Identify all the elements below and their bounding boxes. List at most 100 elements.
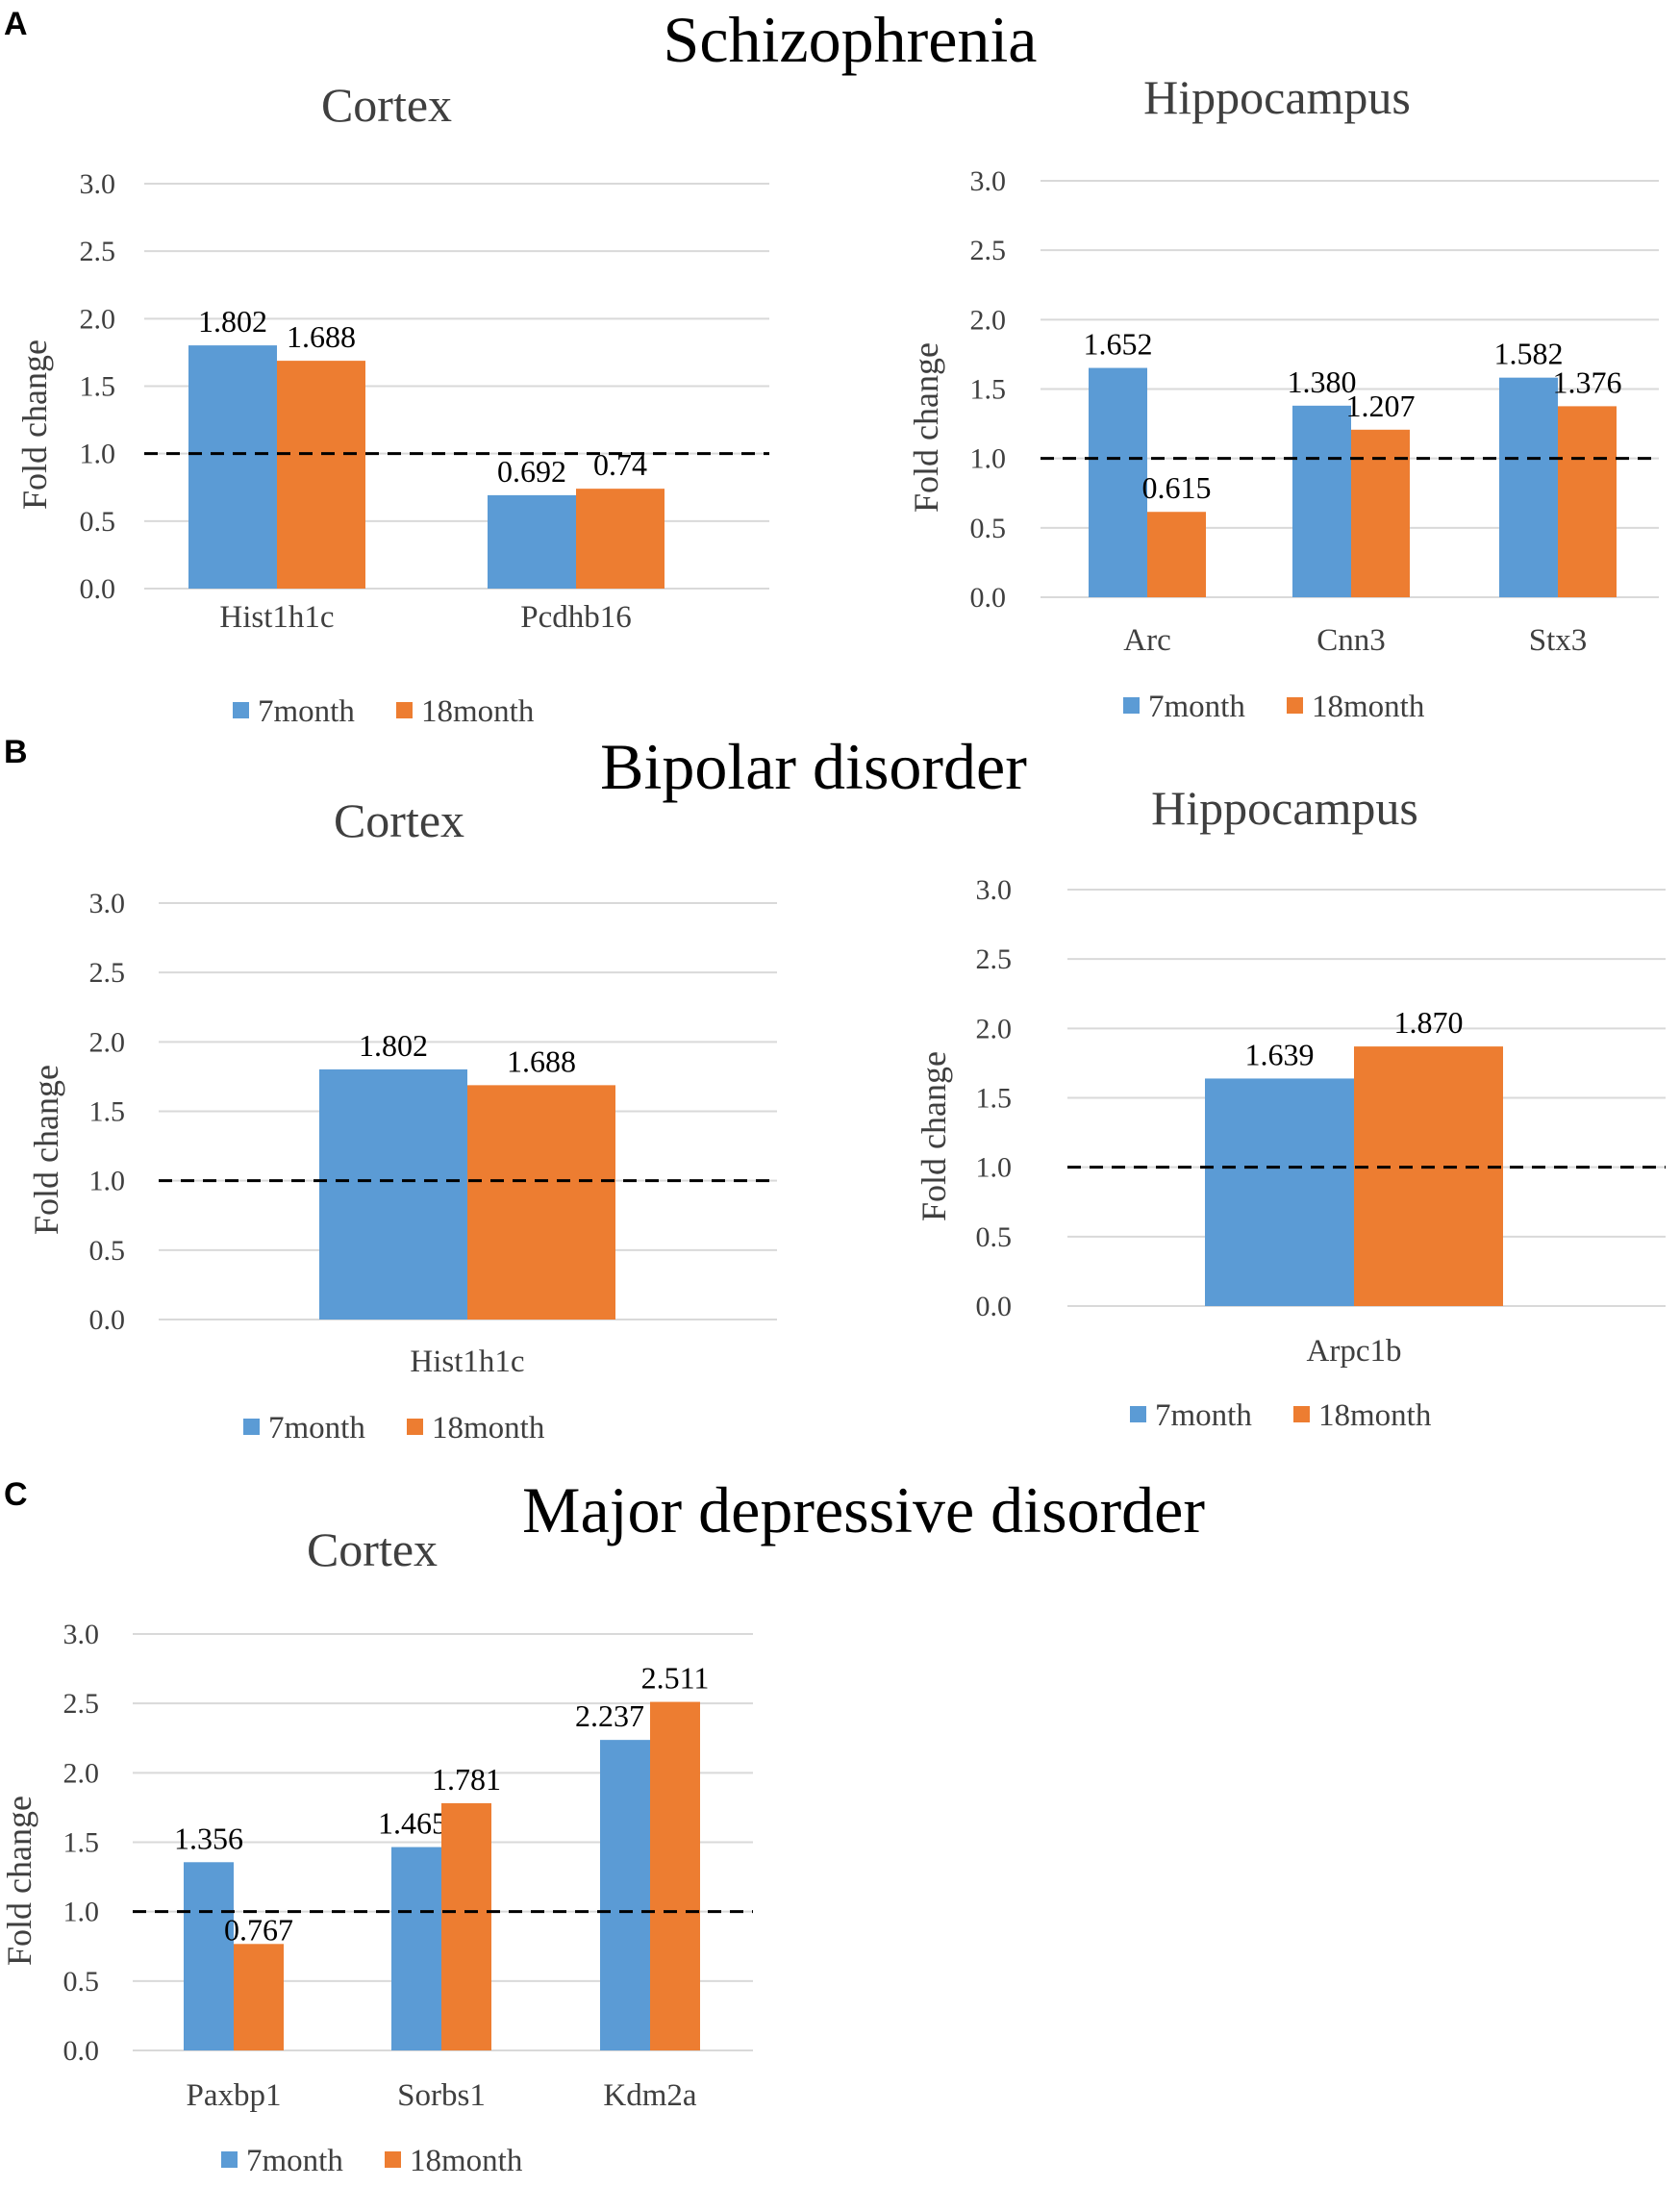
x-tick-label: Arc [1123,623,1170,658]
y-tick-label: 0.5 [970,513,1007,544]
bar-7month-stx3 [1499,377,1558,597]
bar-7month-hist1h1c [319,1068,467,1320]
panel-title-bipolar-disorder: Bipolar disorder [600,730,1027,803]
bar-7month-paxbp1 [184,1862,234,2050]
y-tick-label: 0.0 [970,582,1007,614]
data-label: 1.688 [287,319,356,354]
x-tick-label: Pcdhb16 [520,600,632,635]
bar-7month-arc [1089,367,1147,597]
y-axis-label: Fold change [15,339,54,510]
data-label: 0.615 [1142,470,1212,505]
bar-18month-cnn3 [1351,429,1410,597]
y-tick-label: 1.0 [970,443,1007,475]
legend-label-18month: 18month [432,1411,545,1445]
legend-swatch-18month [407,1419,423,1435]
x-tick-label: Kdm2a [603,2078,697,2113]
panel-title-schizophrenia: Schizophrenia [664,3,1038,76]
data-label: 1.639 [1245,1037,1315,1071]
legend-label-7month: 7month [268,1411,365,1445]
data-label: 1.652 [1084,327,1153,362]
y-tick-label: 0.5 [63,1966,100,1998]
legend-swatch-7month [1130,1406,1146,1422]
bar-18month-arpc1b [1354,1046,1503,1306]
legend-swatch-18month [396,702,413,718]
bar-7month-hist1h1c [188,345,277,589]
y-tick-label: 2.5 [89,957,126,989]
bar-18month-pcdhb16 [576,489,664,589]
data-label: 1.688 [507,1043,576,1078]
y-axis-label: Fold change [0,1796,38,1966]
y-tick-label: 2.0 [970,304,1007,336]
y-tick-label: 0.0 [63,2035,100,2067]
data-label: 0.767 [224,1912,293,1947]
y-tick-label: 2.0 [89,1026,126,1058]
data-label: 1.582 [1494,337,1564,371]
y-tick-label: 3.0 [80,168,116,200]
y-tick-label: 0.5 [976,1221,1013,1253]
y-tick-label: 2.5 [80,236,116,267]
y-tick-label: 1.5 [976,1083,1013,1115]
y-tick-label: 1.5 [89,1096,126,1128]
chart-c-cortex: Cortex 0.0 0.5 1.0 1.5 2.0 2.5 3.0 Fold change 1.… [0,1522,753,2178]
legend-label-18month: 18month [421,694,535,729]
legend-swatch-18month [1287,697,1303,714]
y-tick-label: 1.5 [80,371,116,403]
y-tick-label: 3.0 [89,888,126,919]
y-tick-label: 2.0 [976,1013,1013,1044]
chart-a-hippocampus: Hippocampus 0.0 0.5 1.0 1.5 2.0 2.5 3.0 Fold cha… [907,70,1659,724]
y-tick-label: 1.5 [63,1827,100,1859]
y-tick-label: 2.5 [970,235,1007,266]
data-label: 1.356 [174,1821,243,1855]
legend-swatch-7month [243,1419,260,1435]
chart-title: Hippocampus [1143,70,1411,124]
data-label: 0.692 [497,454,566,489]
data-label: 1.870 [1394,1005,1464,1040]
chart-title: Hippocampus [1151,781,1418,835]
y-tick-label: 0.5 [89,1235,126,1267]
panel-a: A Schizophrenia Cortex 0.0 0.5 1.0 1.5 2.0 2.5… [4,3,1659,729]
legend-label-18month: 18month [410,2144,523,2178]
legend-swatch-7month [1123,697,1140,714]
panel-c: C Major depressive disorder Cortex 0.0 0.5… [0,1473,1205,2178]
bar-18month-sorbs1 [441,1802,491,2050]
y-tick-label: 0.0 [89,1304,126,1336]
bar-18month-kdm2a [650,1701,700,2050]
x-tick-label: Stx3 [1529,623,1588,658]
data-label: 1.207 [1346,389,1416,423]
bar-18month-arc [1147,512,1206,597]
y-tick-label: 1.0 [89,1166,126,1197]
data-label: 2.237 [575,1698,644,1733]
data-label: 1.802 [359,1028,428,1063]
x-tick-label: Hist1h1c [219,600,334,635]
y-tick-label: 3.0 [63,1619,100,1650]
legend-label-18month: 18month [1312,690,1425,724]
y-tick-label: 2.5 [63,1688,100,1720]
data-label: 1.802 [198,304,267,339]
bar-18month-hist1h1c [277,361,365,589]
panel-title-major-depressive-disorder: Major depressive disorder [522,1473,1205,1546]
legend-swatch-7month [233,702,249,718]
bar-18month-paxbp1 [234,1944,284,2050]
y-tick-label: 0.0 [80,573,116,605]
data-label: 1.380 [1288,364,1357,399]
y-tick-label: 2.5 [976,943,1013,975]
bar-18month-stx3 [1558,406,1617,597]
x-tick-label: Sorbs1 [397,2078,486,2113]
panel-letter-a: A [4,6,28,42]
legend-swatch-7month [221,2151,238,2168]
bar-7month-kdm2a [600,1740,650,2050]
data-label: 1.376 [1553,364,1622,399]
legend-label-7month: 7month [1148,690,1245,724]
bar-7month-cnn3 [1292,405,1351,597]
chart-b-hippocampus: Hippocampus 0.0 0.5 1.0 1.5 2.0 2.5 3.0 Fold cha… [915,781,1666,1433]
x-tick-label: Paxbp1 [187,2078,282,2113]
y-axis-label: Fold change [907,342,945,513]
chart-title: Cortex [321,78,452,132]
panel-letter-c: C [4,1476,28,1513]
legend-label-18month: 18month [1318,1398,1432,1433]
x-tick-label: Arpc1b [1307,1334,1402,1369]
y-axis-label: Fold change [915,1051,953,1221]
legend-label-7month: 7month [1155,1398,1252,1433]
y-tick-label: 2.0 [80,303,116,335]
